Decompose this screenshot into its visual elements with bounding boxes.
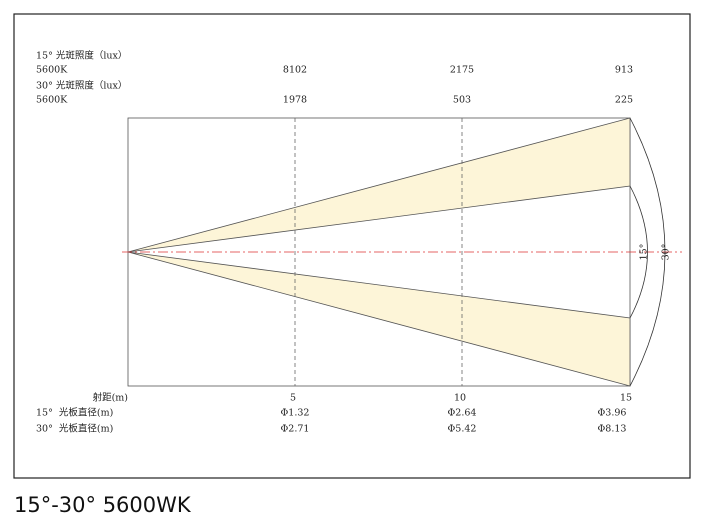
diameter-value: Φ8.13 [598,424,627,435]
angle-label: 30° [661,244,672,261]
distance-value: 10 [454,393,466,404]
diameter-label: 15° 光板直径(m) [36,407,113,419]
diameter-value: Φ3.96 [598,408,627,419]
diameter-value: Φ2.64 [448,408,477,419]
illuminance-label: 15° 光斑照度（lux） [36,50,127,62]
caption: 15°-30° 5600WK [14,493,192,517]
diameter-label: 30° 光板直径(m) [36,423,113,435]
beam-lower [127,251,631,387]
illuminance-value: 225 [615,95,633,106]
frame [13,13,691,479]
distance-value: 5 [290,393,296,404]
diameter-value: Φ1.32 [281,408,310,419]
color-temp: 5600K [36,95,68,106]
illuminance-value: 2175 [450,65,474,76]
diameter-value: Φ5.42 [448,424,477,435]
distance-value: 15 [620,393,632,404]
color-temp: 5600K [36,65,68,76]
illuminance-value: 8102 [283,65,307,76]
illuminance-label: 30° 光斑照度（lux） [36,80,127,92]
distance-label: 射距(m) [93,392,128,404]
angle-label: 15° [639,244,650,261]
illuminance-value: 503 [453,95,471,106]
illuminance-value: 913 [615,65,633,76]
diameter-value: Φ2.71 [281,424,310,435]
illuminance-value: 1978 [283,95,307,106]
angle-arc-30 [629,117,666,387]
angle-arc-15 [629,185,648,319]
beam-upper [127,117,631,253]
